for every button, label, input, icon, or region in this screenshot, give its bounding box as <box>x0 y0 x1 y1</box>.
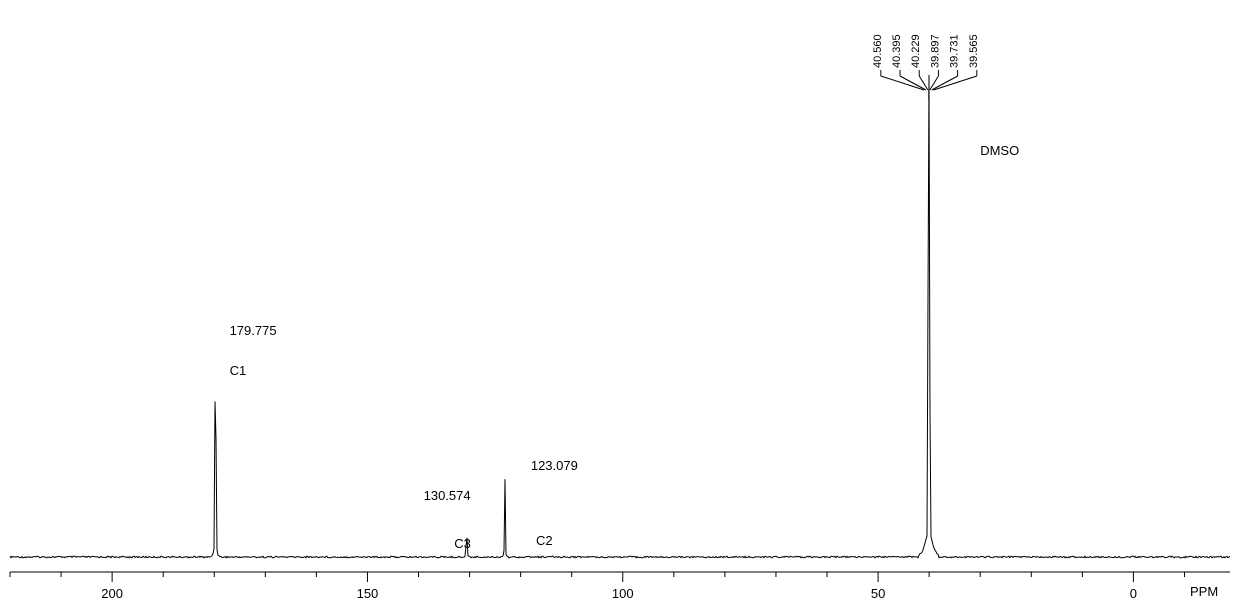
nmr-spectrum-svg: 0 50 100 150 200 PPM 179.775 C1 130.574 C3 123.079… <box>0 0 1240 610</box>
dmso-bracket-arm <box>934 76 977 90</box>
peak-label: 179.775 <box>230 323 277 338</box>
x-tick-label: 150 <box>357 586 379 601</box>
peak-label: C3 <box>454 536 471 551</box>
dmso-multiplet-label: 40.560 <box>872 34 884 68</box>
dmso-multiplet-label: 39.565 <box>968 34 980 68</box>
dmso-bracket-arm <box>919 76 928 90</box>
peak-label: C1 <box>230 363 247 378</box>
x-tick-label: 100 <box>612 586 634 601</box>
x-tick-label: 200 <box>101 586 123 601</box>
spectrum-trace <box>10 75 1230 558</box>
dmso-multiplet-label: 40.395 <box>891 34 903 68</box>
peak-label: DMSO <box>980 143 1019 158</box>
dmso-multiplet-label: 39.897 <box>929 34 941 68</box>
x-tick-label: 0 <box>1130 586 1137 601</box>
peak-label: 123.079 <box>531 458 578 473</box>
nmr-spectrum-chart: 0 50 100 150 200 PPM 179.775 C1 130.574 C3 123.079… <box>0 0 1240 610</box>
dmso-bracket-arm <box>930 76 939 90</box>
dmso-multiplet-label: 40.229 <box>910 34 922 68</box>
peak-label: C2 <box>536 533 553 548</box>
x-axis-unit-label: PPM <box>1190 584 1218 599</box>
dmso-multiplet-label: 39.731 <box>949 34 961 68</box>
x-tick-label: 50 <box>871 586 885 601</box>
peak-label: 130.574 <box>424 488 471 503</box>
dmso-bracket-arm <box>881 76 924 90</box>
